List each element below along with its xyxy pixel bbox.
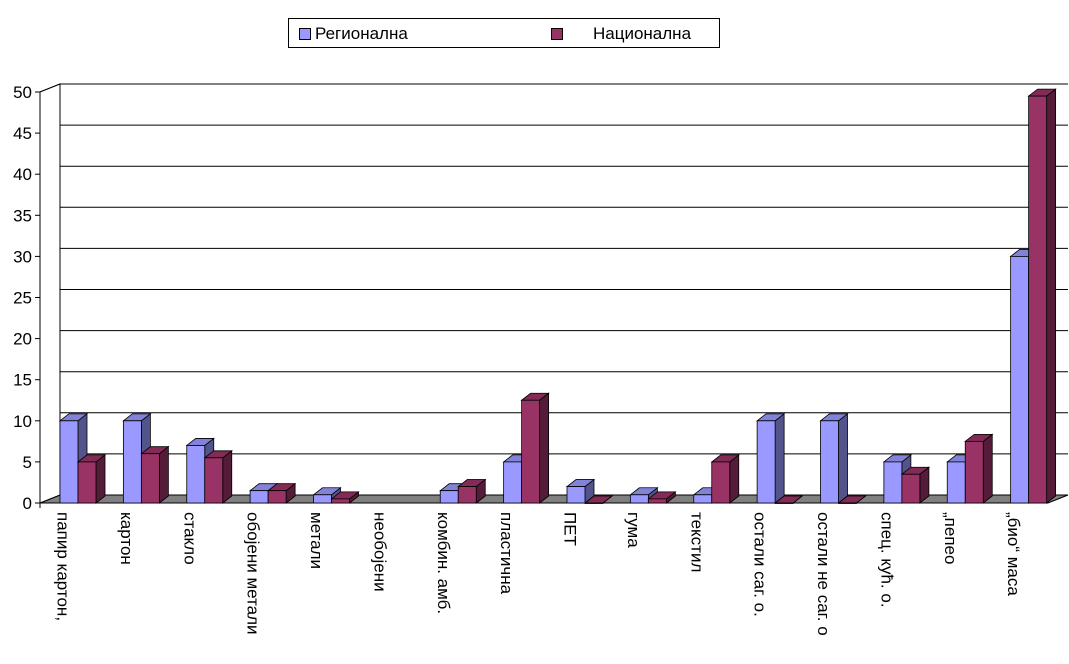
legend-label-national: Национална <box>593 24 692 43</box>
bar-national-1 <box>140 445 170 504</box>
x-tick-label: пластична <box>497 512 516 595</box>
bar-national-2 <box>203 449 233 504</box>
bar-national-15 <box>1027 88 1057 504</box>
x-tick-label: „пепео <box>941 512 960 564</box>
x-tick-label: необојени <box>370 512 389 592</box>
legend-item-national: Национална <box>551 24 691 44</box>
y-tick-label: 25 <box>13 289 32 308</box>
bar-national-0 <box>76 454 107 504</box>
x-tick-label: текстил <box>687 512 706 572</box>
bar-national-14 <box>964 433 994 504</box>
x-tick-label: спец. кућ. о. <box>877 512 896 608</box>
x-tick-label: папир картон, <box>54 512 73 621</box>
y-tick-label: 30 <box>13 247 32 266</box>
bar-regional-11 <box>755 412 786 504</box>
bar-national-7 <box>520 392 550 504</box>
x-tick-label: гума <box>624 512 643 548</box>
y-tick-label: 5 <box>23 453 32 472</box>
y-tick-label: 0 <box>23 494 32 513</box>
legend-swatch-national <box>551 28 563 40</box>
y-tick-label: 15 <box>13 371 32 390</box>
legend-item-regional: Регионална <box>299 24 408 44</box>
y-tick-label: 45 <box>13 124 32 143</box>
bar-national-3 <box>266 482 297 504</box>
legend-swatch-regional <box>299 28 311 40</box>
bar-national-6 <box>457 478 487 504</box>
x-tick-label: картон <box>117 512 136 565</box>
bar-national-9 <box>647 491 677 504</box>
bar-national-8 <box>583 495 614 504</box>
bar-national-12 <box>837 495 867 504</box>
y-tick-label: 20 <box>13 330 32 349</box>
bar-regional-12 <box>819 412 849 504</box>
legend-label-regional: Регионална <box>315 24 408 43</box>
bar-national-11 <box>773 495 804 504</box>
y-tick-label: 10 <box>13 412 32 431</box>
x-tick-label: ПЕТ <box>561 512 580 546</box>
bar-national-13 <box>900 466 931 504</box>
bar-national-10 <box>710 454 740 504</box>
y-tick-label: 40 <box>13 165 32 184</box>
y-tick-label: 50 <box>13 83 32 102</box>
x-tick-label: комбин. амб. <box>434 512 453 614</box>
chart-side-wall <box>39 83 61 504</box>
x-tick-label: остали не саг. о <box>814 512 833 636</box>
x-tick-label: остали саг. о. <box>751 512 770 617</box>
y-tick-label: 35 <box>13 206 32 225</box>
bar-national-4 <box>330 491 360 504</box>
x-tick-label: стакло <box>180 512 199 565</box>
x-tick-label: „био“ маса <box>1004 512 1023 596</box>
legend: Регионална Национална <box>288 18 720 48</box>
x-tick-label: метали <box>307 512 326 569</box>
x-tick-label: обојени метали <box>244 512 263 635</box>
